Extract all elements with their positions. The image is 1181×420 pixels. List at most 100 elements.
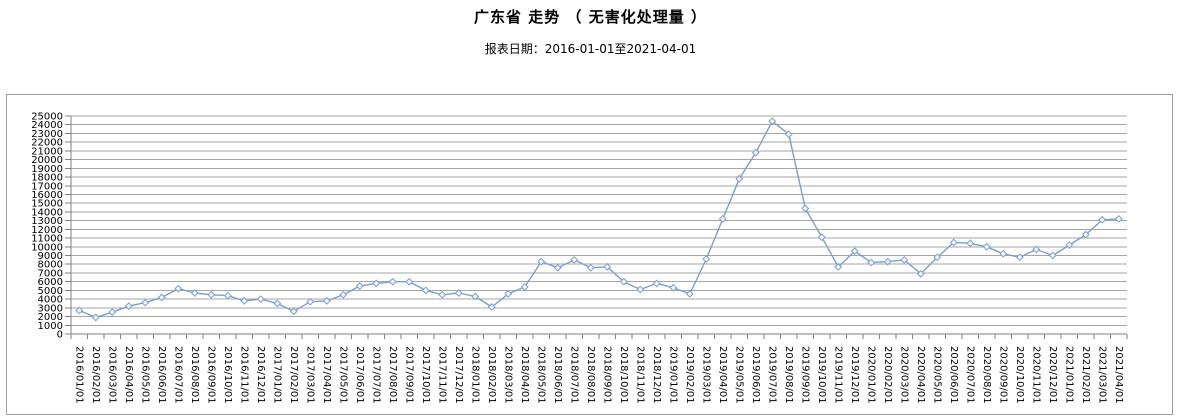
- y-tick-label: 21000: [31, 146, 63, 157]
- x-tick-label: 2018/06/01: [552, 346, 563, 404]
- x-tick-label: 2016/10/01: [222, 346, 233, 404]
- x-tick-label: 2017/03/01: [304, 346, 315, 404]
- x-tick-label: 2018/08/01: [585, 346, 596, 404]
- data-point: [108, 308, 117, 317]
- data-point: [834, 262, 843, 271]
- data-point: [553, 263, 562, 272]
- data-point: [784, 130, 793, 139]
- data-point: [372, 279, 381, 288]
- data-point: [586, 263, 595, 272]
- data-point: [421, 286, 430, 295]
- data-point: [471, 292, 480, 301]
- x-tick-label: 2020/10/01: [1014, 346, 1025, 404]
- y-tick-label: 22000: [31, 138, 63, 149]
- x-tick-label: 2016/05/01: [139, 346, 150, 404]
- x-tick-label: 2017/05/01: [337, 346, 348, 404]
- data-point: [850, 247, 859, 256]
- data-point: [718, 214, 727, 223]
- y-tick-label: 16000: [31, 190, 63, 201]
- y-tick-label: 9000: [38, 251, 63, 262]
- y-tick-label: 0: [57, 330, 63, 341]
- y-tick-label: 6000: [38, 277, 63, 288]
- data-point: [339, 290, 348, 299]
- data-point: [982, 242, 991, 251]
- data-point: [916, 269, 925, 278]
- x-tick-label: 2016/12/01: [255, 346, 266, 404]
- data-point: [273, 299, 282, 308]
- data-point: [1081, 230, 1090, 239]
- x-tick-label: 2017/06/01: [354, 346, 365, 404]
- data-point: [933, 253, 942, 262]
- x-tick-label: 2016/04/01: [123, 346, 134, 404]
- x-tick-label: 2019/07/01: [766, 346, 777, 404]
- data-point: [1032, 245, 1041, 254]
- x-tick-label: 2016/09/01: [205, 346, 216, 404]
- data-point: [504, 289, 513, 298]
- data-point: [570, 255, 579, 264]
- data-point: [949, 238, 958, 247]
- trend-line-series: [79, 120, 1119, 319]
- x-tick-label: 2019/05/01: [733, 346, 744, 404]
- data-point: [619, 277, 628, 286]
- x-tick-label: 2018/09/01: [601, 346, 612, 404]
- x-tick-label: 2017/04/01: [321, 346, 332, 404]
- data-point: [174, 284, 183, 293]
- data-point: [223, 291, 232, 300]
- data-point: [487, 303, 496, 311]
- data-point: [867, 258, 876, 267]
- report-title: 广东省 走势 （ 无害化处理量 ）: [474, 8, 707, 26]
- data-point: [966, 239, 975, 248]
- y-tick-label: 5000: [38, 286, 63, 297]
- x-tick-label: 2021/01/01: [1063, 346, 1074, 404]
- y-tick-label: 23000: [31, 129, 63, 140]
- x-tick-label: 2018/05/01: [535, 346, 546, 404]
- x-tick-label: 2017/09/01: [403, 346, 414, 404]
- x-tick-label: 2017/02/01: [288, 346, 299, 404]
- x-tick-label: 2018/04/01: [519, 346, 530, 404]
- x-tick-label: 2018/12/01: [651, 346, 662, 404]
- trend-line-chart: 0100020003000400050006000700080009000100…: [31, 112, 1128, 404]
- x-tick-label: 2020/12/01: [1047, 346, 1058, 404]
- data-point: [900, 255, 909, 264]
- x-tick-label: 2016/08/01: [189, 346, 200, 404]
- data-point: [883, 257, 892, 266]
- data-point: [520, 283, 529, 291]
- x-tick-label: 2016/03/01: [106, 346, 117, 404]
- x-tick-label: 2021/03/01: [1096, 346, 1107, 404]
- x-tick-label: 2017/11/01: [436, 346, 447, 404]
- x-tick-label: 2018/02/01: [486, 346, 497, 404]
- x-tick-label: 2017/01/01: [271, 346, 282, 404]
- x-tick-label: 2019/02/01: [684, 346, 695, 404]
- data-point: [702, 255, 711, 263]
- data-point: [141, 298, 150, 307]
- x-tick-label: 2018/07/01: [568, 346, 579, 404]
- data-point: [306, 297, 315, 306]
- y-tick-label: 13000: [31, 216, 63, 227]
- x-tick-label: 2017/08/01: [387, 346, 398, 404]
- data-point: [685, 289, 694, 298]
- data-point: [1065, 241, 1074, 249]
- y-tick-label: 2000: [38, 312, 63, 323]
- y-tick-label: 15000: [31, 199, 63, 210]
- x-tick-label: 2016/06/01: [156, 346, 167, 404]
- y-tick-label: 8000: [38, 260, 63, 271]
- x-tick-label: 2020/06/01: [948, 346, 959, 404]
- x-tick-label: 2019/10/01: [816, 346, 827, 404]
- x-tick-label: 2019/12/01: [849, 346, 860, 404]
- data-point: [454, 289, 463, 297]
- x-tick-label: 2019/04/01: [717, 346, 728, 404]
- data-point: [124, 302, 133, 311]
- plot-gridlines: [71, 115, 1127, 326]
- x-tick-label: 2019/06/01: [750, 346, 761, 404]
- data-point: [75, 306, 84, 315]
- data-point: [768, 117, 777, 126]
- x-tick-label: 2019/08/01: [783, 346, 794, 404]
- data-point: [190, 289, 199, 297]
- x-tick-label: 2020/08/01: [981, 346, 992, 404]
- data-point: [1114, 214, 1123, 223]
- data-point: [735, 174, 744, 183]
- x-tick-label: 2016/01/01: [73, 346, 84, 404]
- x-axis-ticks: [70, 334, 1128, 339]
- data-point: [1048, 251, 1057, 260]
- x-tick-label: 2018/03/01: [502, 346, 513, 404]
